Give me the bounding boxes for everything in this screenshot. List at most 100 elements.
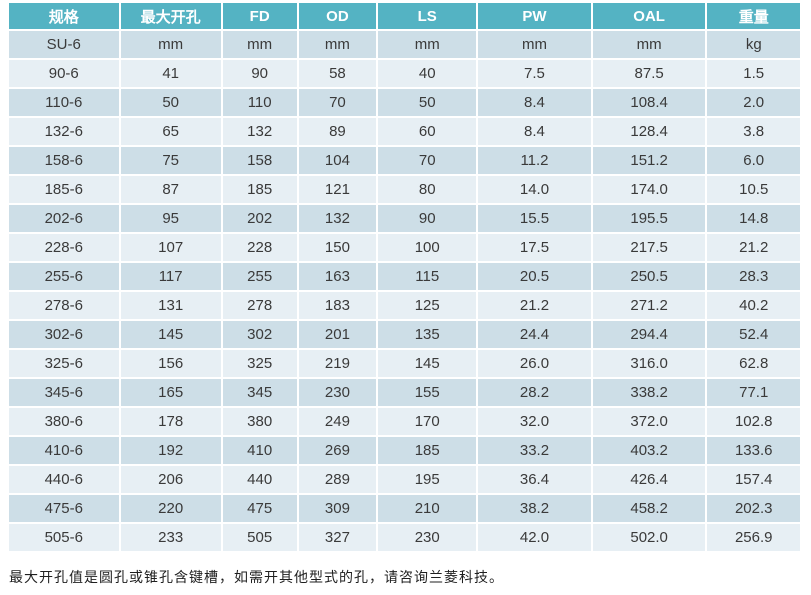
- cell: 195: [378, 466, 477, 493]
- cell: 505-6: [9, 524, 119, 551]
- cell: 410: [222, 437, 297, 464]
- cell: 17.5: [478, 234, 591, 261]
- cell: 133.6: [707, 437, 800, 464]
- cell: 125: [378, 292, 477, 319]
- cell: 50: [378, 89, 477, 116]
- table-row: 90-6 41 90 58 40 7.5 87.5 1.5: [9, 60, 800, 87]
- cell: 294.4: [592, 321, 706, 348]
- cell: 458.2: [592, 495, 706, 522]
- column-header: 最大开孔: [120, 3, 221, 29]
- table-row: 345-6 165 345 230 155 28.2 338.2 77.1: [9, 379, 800, 406]
- cell: 475: [222, 495, 297, 522]
- cell: 20.5: [478, 263, 591, 290]
- cell: 255-6: [9, 263, 119, 290]
- cell: 132-6: [9, 118, 119, 145]
- cell: 255: [222, 263, 297, 290]
- cell: 42.0: [478, 524, 591, 551]
- cell: 90: [378, 205, 477, 232]
- cell: 230: [298, 379, 377, 406]
- cell: 131: [120, 292, 221, 319]
- cell: 100: [378, 234, 477, 261]
- cell: 192: [120, 437, 221, 464]
- cell: 58: [298, 60, 377, 87]
- cell: 230: [378, 524, 477, 551]
- cell: 90: [222, 60, 297, 87]
- column-header: 规格: [9, 3, 119, 29]
- cell: 104: [298, 147, 377, 174]
- table-row: 255-6 117 255 163 115 20.5 250.5 28.3: [9, 263, 800, 290]
- cell: 110-6: [9, 89, 119, 116]
- cell: 60: [378, 118, 477, 145]
- column-header: OAL: [592, 3, 706, 29]
- cell: 7.5: [478, 60, 591, 87]
- table-row: 158-6 75 158 104 70 11.2 151.2 6.0: [9, 147, 800, 174]
- cell: 15.5: [478, 205, 591, 232]
- cell: 1.5: [707, 60, 800, 87]
- cell: 233: [120, 524, 221, 551]
- table-row: 325-6 156 325 219 145 26.0 316.0 62.8: [9, 350, 800, 377]
- cell: 21.2: [707, 234, 800, 261]
- table-row: 228-6 107 228 150 100 17.5 217.5 21.2: [9, 234, 800, 261]
- cell: 150: [298, 234, 377, 261]
- table-row: 505-6 233 505 327 230 42.0 502.0 256.9: [9, 524, 800, 551]
- cell: 6.0: [707, 147, 800, 174]
- cell: 183: [298, 292, 377, 319]
- cell: 217.5: [592, 234, 706, 261]
- cell: 62.8: [707, 350, 800, 377]
- cell: 102.8: [707, 408, 800, 435]
- cell: 70: [378, 147, 477, 174]
- cell: 8.4: [478, 118, 591, 145]
- cell: 210: [378, 495, 477, 522]
- cell: 65: [120, 118, 221, 145]
- cell: 505: [222, 524, 297, 551]
- cell: 115: [378, 263, 477, 290]
- cell: 77.1: [707, 379, 800, 406]
- table-row: 380-6 178 380 249 170 32.0 372.0 102.8: [9, 408, 800, 435]
- column-header: 重量: [707, 3, 800, 29]
- cell: 3.8: [707, 118, 800, 145]
- cell: 110: [222, 89, 297, 116]
- column-header: FD: [222, 3, 297, 29]
- cell: 145: [120, 321, 221, 348]
- unit-cell: mm: [120, 31, 221, 58]
- column-header: PW: [478, 3, 591, 29]
- cell: 202: [222, 205, 297, 232]
- column-header: LS: [378, 3, 477, 29]
- cell: 80: [378, 176, 477, 203]
- cell: 440-6: [9, 466, 119, 493]
- table-row: 185-6 87 185 121 80 14.0 174.0 10.5: [9, 176, 800, 203]
- cell: 250.5: [592, 263, 706, 290]
- cell: 50: [120, 89, 221, 116]
- table-row: 202-6 95 202 132 90 15.5 195.5 14.8: [9, 205, 800, 232]
- cell: 403.2: [592, 437, 706, 464]
- cell: 327: [298, 524, 377, 551]
- cell: 2.0: [707, 89, 800, 116]
- cell: 309: [298, 495, 377, 522]
- header-row: 规格 最大开孔 FD OD LS PW OAL 重量: [9, 3, 800, 29]
- cell: 345: [222, 379, 297, 406]
- cell: 70: [298, 89, 377, 116]
- cell: 107: [120, 234, 221, 261]
- cell: 502.0: [592, 524, 706, 551]
- table-row: 302-6 145 302 201 135 24.4 294.4 52.4: [9, 321, 800, 348]
- cell: 156: [120, 350, 221, 377]
- unit-cell: kg: [707, 31, 800, 58]
- spec-table: 规格 最大开孔 FD OD LS PW OAL 重量 SU-6 mm mm mm mm mm mm kg 90…: [7, 1, 802, 553]
- cell: 87: [120, 176, 221, 203]
- cell: 151.2: [592, 147, 706, 174]
- cell: 10.5: [707, 176, 800, 203]
- cell: 202-6: [9, 205, 119, 232]
- cell: 40.2: [707, 292, 800, 319]
- table-body: SU-6 mm mm mm mm mm mm kg 90-6 41 90 58 40 7.5 87.5 1.5…: [9, 31, 800, 551]
- cell: 271.2: [592, 292, 706, 319]
- cell: 36.4: [478, 466, 591, 493]
- cell: 38.2: [478, 495, 591, 522]
- cell: 380: [222, 408, 297, 435]
- cell: 170: [378, 408, 477, 435]
- table-header: 规格 最大开孔 FD OD LS PW OAL 重量: [9, 3, 800, 29]
- units-row: SU-6 mm mm mm mm mm mm kg: [9, 31, 800, 58]
- cell: 158: [222, 147, 297, 174]
- cell: 14.0: [478, 176, 591, 203]
- column-header: OD: [298, 3, 377, 29]
